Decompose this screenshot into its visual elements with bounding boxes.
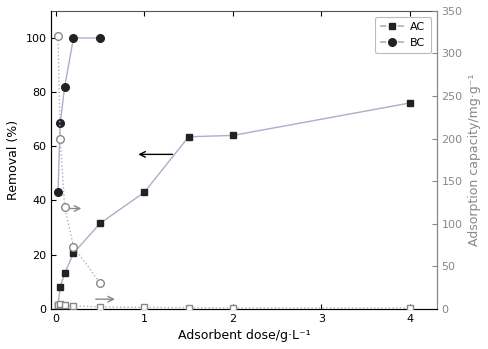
Y-axis label: Removal (%): Removal (%): [7, 120, 20, 200]
Legend: AC, BC: AC, BC: [375, 16, 431, 53]
Y-axis label: Adsorption capacity/mg·g⁻¹: Adsorption capacity/mg·g⁻¹: [468, 74, 481, 246]
X-axis label: Adsorbent dose/g·L⁻¹: Adsorbent dose/g·L⁻¹: [178, 329, 310, 342]
